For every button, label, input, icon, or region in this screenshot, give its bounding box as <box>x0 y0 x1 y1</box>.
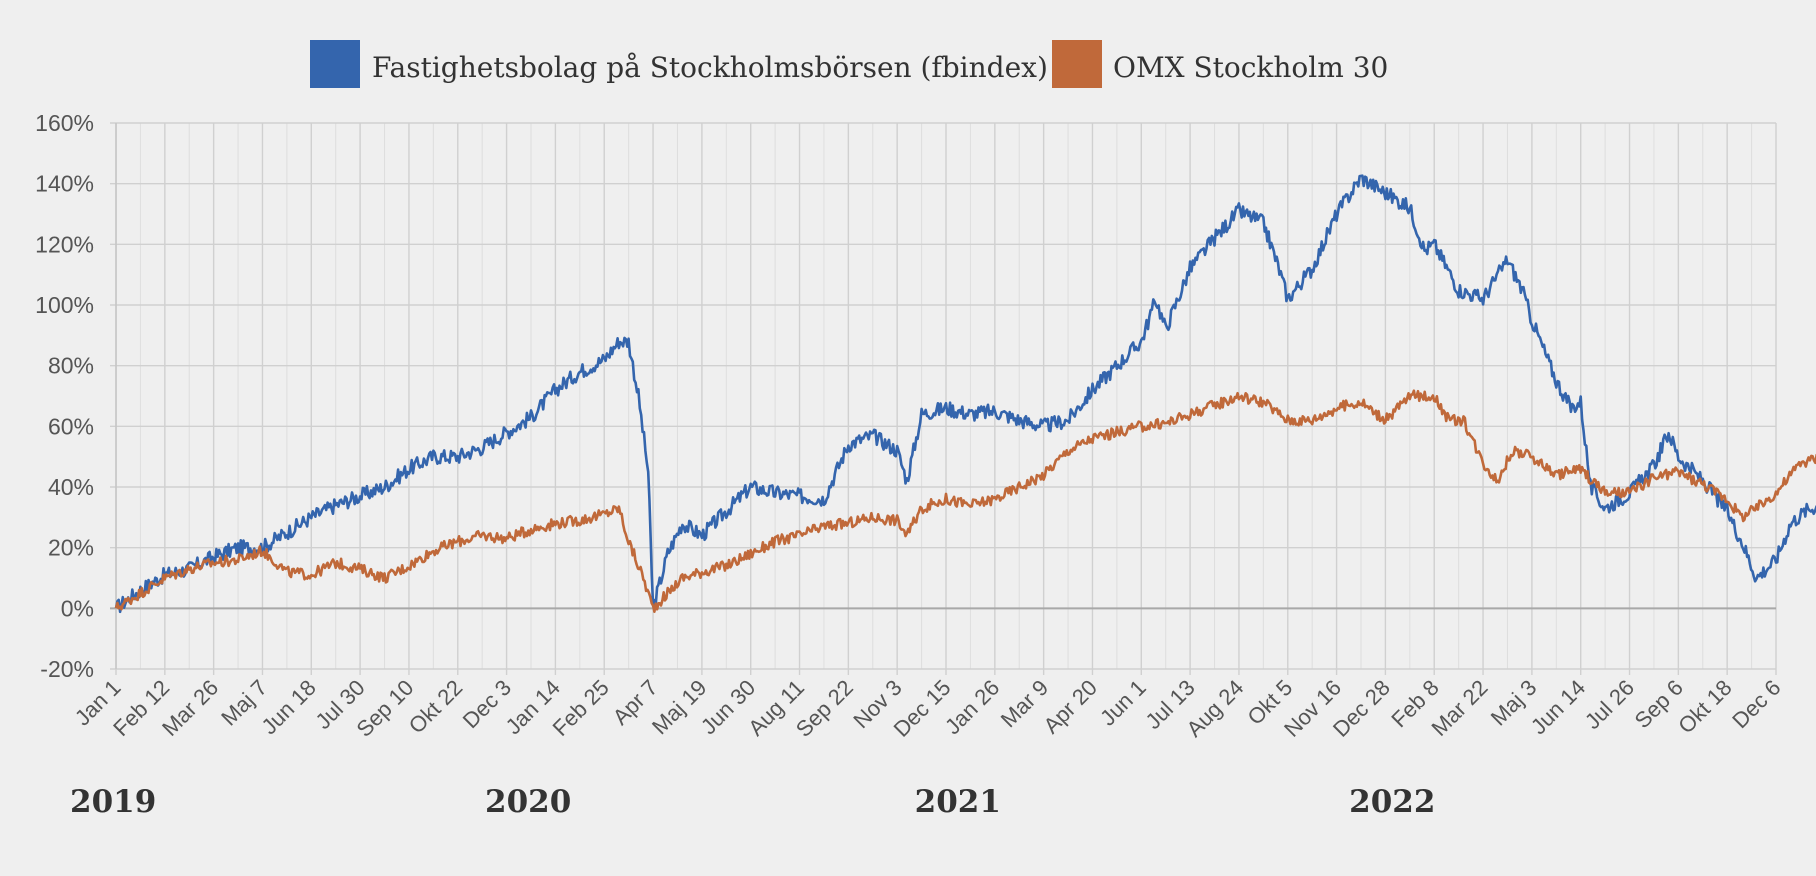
y-tick-label: 140% <box>35 171 94 197</box>
year-label: 2021 <box>915 784 1001 820</box>
series-omx30-line[interactable] <box>114 389 1816 613</box>
y-tick-label: 60% <box>48 413 94 439</box>
y-tick-label: 20% <box>48 535 94 561</box>
y-tick-label: 120% <box>35 231 94 257</box>
legend-swatch-omx30 <box>1052 40 1102 88</box>
x-tick-label: Jun 1 <box>1095 675 1151 731</box>
x-tick-label: Jun 14 <box>1526 675 1590 739</box>
x-tick-label: Okt 18 <box>1673 675 1737 739</box>
year-label: 2019 <box>70 784 156 820</box>
x-tick-label: Jan 26 <box>940 675 1004 739</box>
y-tick-label: 40% <box>48 474 94 500</box>
x-tick-label: Mar 22 <box>1426 675 1492 741</box>
year-labels: 2019 2020 2021 2022 <box>70 784 1435 820</box>
x-tick-label: Feb 25 <box>548 675 614 741</box>
x-tick-label: Mar 26 <box>157 675 223 741</box>
legend-item-fbindex[interactable]: Fastighetsbolag på Stockholmsbörsen (fbi… <box>310 40 1048 88</box>
x-tick-label: Jul 26 <box>1580 675 1639 734</box>
legend: Fastighetsbolag på Stockholmsbörsen (fbi… <box>310 40 1388 88</box>
x-tick-label: Maj 19 <box>647 675 711 739</box>
year-label: 2022 <box>1349 784 1435 820</box>
x-tick-label: Dec 6 <box>1727 675 1785 733</box>
x-tick-label: Okt 22 <box>404 675 468 739</box>
y-tick-label: 100% <box>35 292 94 318</box>
x-tick-label: Apr 20 <box>1038 675 1102 739</box>
series-lines <box>114 174 1816 614</box>
y-tick-label: 0% <box>61 595 94 621</box>
y-tick-label: 160% <box>35 110 94 136</box>
y-tick-label: -20% <box>40 656 94 682</box>
legend-swatch-fbindex <box>310 40 360 88</box>
legend-item-omx30[interactable]: OMX Stockholm 30 <box>1052 40 1388 88</box>
series-fbindex-line[interactable] <box>114 174 1816 614</box>
gridlines <box>110 122 1777 675</box>
year-label: 2020 <box>485 784 571 820</box>
legend-label-fbindex: Fastighetsbolag på Stockholmsbörsen (fbi… <box>372 51 1048 84</box>
legend-label-omx30: OMX Stockholm 30 <box>1113 51 1388 84</box>
y-tick-label: 80% <box>48 353 94 379</box>
x-tick-label: Jun 18 <box>256 675 320 739</box>
